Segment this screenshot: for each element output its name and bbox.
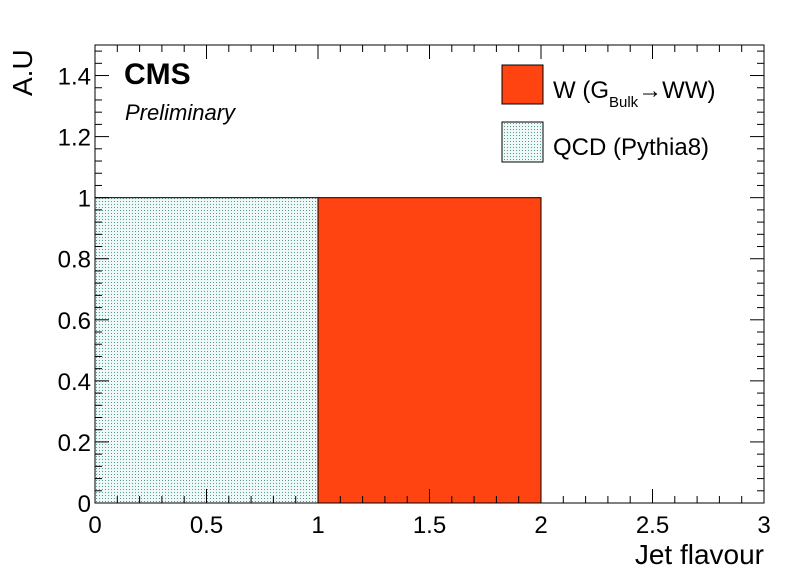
- x-axis-title: Jet flavour: [635, 539, 764, 570]
- y-tick-label: 1.4: [58, 64, 91, 91]
- y-axis-title: A.U: [7, 49, 38, 96]
- legend-label-qcd: QCD (Pythia8): [553, 134, 709, 161]
- bar-w-0: [317, 197, 542, 504]
- y-tick-label: 0.6: [58, 308, 91, 335]
- x-tick-label: 0.5: [190, 512, 223, 539]
- x-tick-label: 2.5: [636, 512, 669, 539]
- legend-label-w: W (GBulk→WW): [553, 77, 715, 111]
- legend-swatch-w: [501, 64, 544, 105]
- x-tick-label: 1: [311, 512, 324, 539]
- y-tick-label: 0.8: [58, 247, 91, 274]
- y-tick-label: 0.4: [58, 369, 91, 396]
- preliminary-label: Preliminary: [125, 100, 237, 125]
- x-tick-label: 2: [534, 512, 547, 539]
- legend-swatch-qcd: [501, 121, 544, 163]
- tick-labels: 0 0.5 1 1.5 2 2.5 3 0 0.2 0.4 0.6 0.8 1 1.2 1.4: [58, 64, 771, 539]
- histogram-bars: [94, 197, 542, 504]
- cms-label: CMS: [124, 58, 191, 91]
- y-tick-label: 0.2: [58, 430, 91, 457]
- legend: W (GBulk→WW) QCD (Pythia8): [501, 64, 715, 163]
- x-tick-label: 1.5: [413, 512, 446, 539]
- bar-qcd-0: [94, 197, 319, 504]
- y-tick-label: 0: [78, 491, 91, 518]
- x-tick-label: 0: [88, 512, 101, 539]
- x-tick-label: 3: [757, 512, 770, 539]
- axis-ticks: [94, 45, 765, 504]
- y-tick-label: 1: [78, 186, 91, 213]
- y-tick-label: 1.2: [58, 125, 91, 152]
